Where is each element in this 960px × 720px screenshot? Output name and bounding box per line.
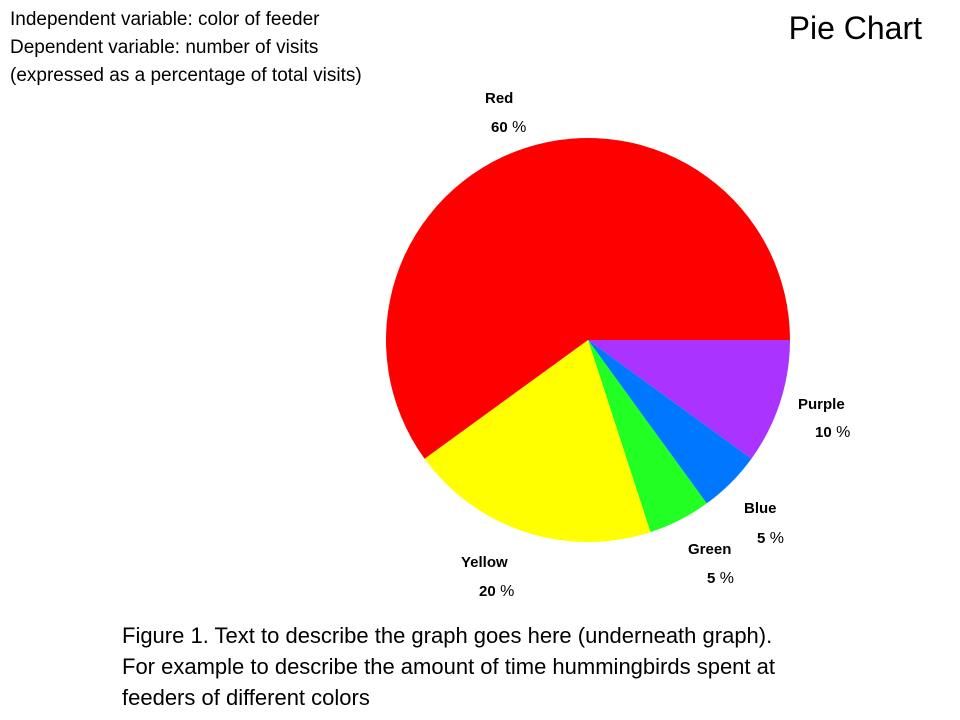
- slice-value-blue: 5 %: [757, 530, 784, 547]
- pie-slice-blue: [588, 340, 752, 504]
- dependent-variable-note: (expressed as a percentage of total visi…: [10, 65, 362, 86]
- pie-slice-green: [588, 340, 707, 533]
- slice-label-blue: Blue: [744, 500, 777, 517]
- slice-label-yellow: Yellow: [461, 554, 508, 571]
- slice-value-purple: 10 %: [815, 424, 850, 441]
- pie-slice-yellow: [424, 340, 651, 542]
- dependent-variable-text: Dependent variable: number of visits: [10, 37, 319, 58]
- slice-value-yellow: 20 %: [479, 583, 514, 600]
- slice-label-red: Red: [485, 90, 513, 107]
- slice-value-red: 60 %: [491, 119, 526, 136]
- slice-label-purple: Purple: [798, 396, 845, 413]
- figure-caption: Figure 1. Text to describe the graph goe…: [122, 620, 942, 713]
- pie-slice-purple: [588, 340, 790, 459]
- caption-line-3: feeders of different colors: [122, 685, 370, 710]
- independent-variable-text: Independent variable: color of feeder: [10, 9, 320, 30]
- caption-line-1: Figure 1. Text to describe the graph goe…: [122, 623, 773, 648]
- variables-description: Independent variable: color of feeder De…: [10, 6, 362, 90]
- slide-title: Pie Chart: [788, 10, 922, 46]
- slice-label-green: Green: [688, 541, 731, 558]
- slice-value-green: 5 %: [707, 570, 734, 587]
- caption-line-2: For example to describe the amount of ti…: [122, 654, 775, 679]
- pie-slice-red: [386, 137, 790, 459]
